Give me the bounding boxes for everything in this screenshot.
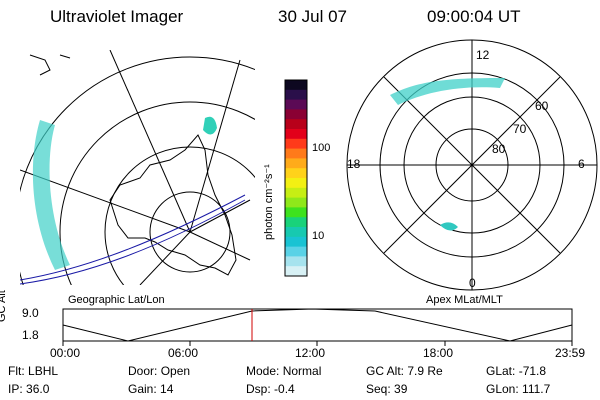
altitude-xtick-0000: 00:00 (50, 346, 81, 360)
glon-value: 111.7 (522, 382, 551, 396)
flt-value: LBHL (28, 364, 59, 378)
mlt-label-0: 0 (469, 276, 476, 290)
colorbar-swatch (285, 99, 307, 110)
ip-name: IP: (8, 382, 23, 396)
colorbar-swatch (285, 256, 307, 267)
colorbar-swatch (285, 207, 307, 218)
colorbar-swatch (285, 197, 307, 208)
flt-name: Flt: (8, 364, 25, 378)
colorbar-swatch (285, 158, 307, 169)
door-value: Open (160, 364, 191, 378)
mlt-label-18: 18 (347, 157, 361, 171)
colorbar-tick-10: 10 (312, 230, 325, 242)
glat-value: -71.8 (518, 364, 547, 378)
lat-label-80: 80 (492, 142, 506, 156)
colorbar-border (284, 79, 308, 277)
colorbar (284, 79, 308, 277)
gcalt-value: 7.9 Re (407, 364, 443, 378)
colorbar-swatch (285, 187, 307, 199)
seq-value: 39 (394, 382, 408, 396)
colorbar-swatch (285, 246, 307, 257)
dsp-name: Dsp: (246, 382, 271, 396)
app-title: Ultraviolet Imager (50, 7, 184, 26)
dsp-value: -0.4 (274, 382, 295, 396)
colorbar-swatch (285, 109, 307, 120)
colorbar-swatch (285, 119, 307, 130)
mlt-label-6: 6 (578, 157, 585, 171)
altitude-xtick-0600: 06:00 (168, 346, 199, 360)
colorbar-swatch (285, 178, 307, 189)
seq-name: Seq: (366, 382, 391, 396)
mode-name: Mode: (246, 364, 280, 378)
door-name: Door: (128, 364, 158, 378)
glat-name: GLat: (486, 364, 516, 378)
colorbar-swatch (285, 148, 307, 159)
altitude-xtick-2359: 23:59 (555, 346, 586, 360)
apex-map-label: Apex MLat/MLT (426, 294, 503, 306)
colorbar-swatch (285, 129, 307, 140)
colorbar-swatch (285, 168, 307, 179)
colorbar-swatch (285, 80, 307, 91)
colorbar-swatch (285, 89, 307, 101)
gain-name: Gain: (128, 382, 157, 396)
mlt-label-12: 12 (476, 48, 490, 62)
colorbar-swatch (285, 266, 307, 277)
altitude-ytick-9: 9.0 (22, 306, 39, 320)
altitude-xtick-1800: 18:00 (423, 346, 454, 360)
colorbar-swatch (285, 217, 307, 228)
gcalt-name: GC Alt: (366, 364, 405, 378)
date-label: 30 Jul 07 (278, 7, 347, 26)
colorbar-swatch (285, 227, 307, 238)
colorbar-swatch (285, 236, 307, 248)
gain-value: 14 (160, 382, 174, 396)
time-label: 09:00:04 UT (427, 7, 521, 26)
lat-label-60: 60 (535, 99, 549, 113)
glon-name: GLon: (486, 382, 519, 396)
colorbar-swatch (285, 138, 307, 150)
lat-label-70: 70 (513, 122, 527, 136)
altitude-ytick-1.8: 1.8 (22, 328, 39, 342)
altitude-xtick-1200: 12:00 (295, 346, 326, 360)
colorbar-tick-100: 100 (312, 142, 331, 154)
mode-value: Normal (282, 364, 322, 378)
ip-value: 36.0 (26, 382, 50, 396)
altitude-ylabel: GC Alt (0, 290, 8, 322)
geographic-map-label: Geographic Lat/Lon (68, 294, 165, 306)
